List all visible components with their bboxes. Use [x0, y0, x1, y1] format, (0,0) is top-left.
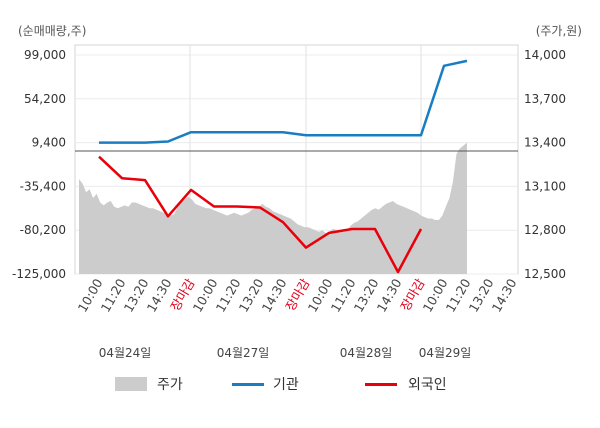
legend-label-foreign: 외국인 [408, 377, 447, 393]
date-label: 04월29일 [419, 346, 472, 360]
left-tick-label: -35,400 [20, 179, 66, 193]
date-label: 04월24일 [99, 346, 152, 360]
legend-label-institution: 기관 [273, 377, 299, 393]
legend-swatch-foreign [365, 383, 397, 386]
left-axis-unit: (순매매량,주) [18, 24, 86, 38]
left-tick-label: 9,400 [32, 136, 66, 150]
series-lines [98, 59, 468, 274]
left-axis-ticks: 99,000 54,200 9,400 -35,400 -80,200 -125,000 [12, 48, 66, 281]
left-tick-label: 99,000 [24, 48, 66, 62]
institution-line [99, 59, 468, 144]
legend-swatch-price [115, 377, 147, 391]
right-tick-label: 12,500 [524, 267, 566, 281]
right-tick-label: 13,400 [524, 136, 566, 150]
legend-label-price: 주가 [157, 377, 183, 393]
left-tick-label: 54,200 [24, 92, 66, 106]
date-label: 04월28일 [340, 346, 393, 360]
legend-swatch-institution [232, 383, 264, 386]
date-labels: 04월24일 04월27일 04월28일 04월29일 [99, 346, 472, 360]
x-axis-ticks: 10:0011:2013:2014:30장마감10:0011:2013:2014… [75, 276, 520, 315]
right-tick-label: 13,700 [524, 92, 566, 106]
right-axis-ticks: 14,000 13,700 13,400 13,100 12,800 12,500 [524, 48, 566, 281]
foreign-line [98, 155, 423, 274]
right-tick-label: 12,800 [524, 223, 566, 237]
price-area-layer [79, 142, 467, 274]
right-tick-label: 13,100 [524, 179, 566, 193]
date-label: 04월27일 [217, 346, 270, 360]
left-tick-label: -125,000 [12, 267, 66, 281]
price-area [79, 142, 467, 274]
right-tick-label: 14,000 [524, 48, 566, 62]
legend: 주가 기관 외국인 [115, 377, 447, 393]
right-axis-unit: (주가,원) [536, 24, 582, 38]
left-tick-label: -80,200 [20, 223, 66, 237]
